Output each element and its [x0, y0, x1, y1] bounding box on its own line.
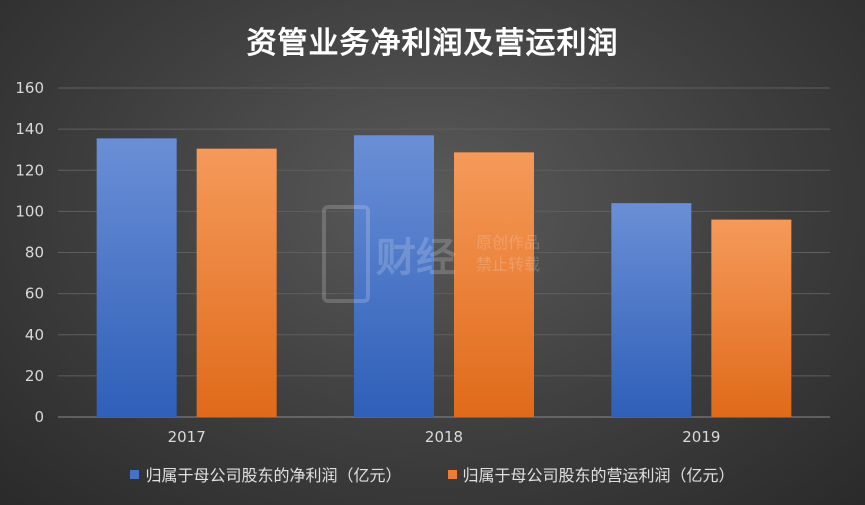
x-category-label: 2017: [168, 428, 206, 446]
gridlines: [58, 87, 830, 418]
chart-title: 资管业务净利润及营运利润: [246, 26, 619, 61]
legend-item-net-profit: 归属于母公司股东的净利润（亿元）: [130, 462, 402, 486]
legend-item-operating-profit: 归属于母公司股东的营运利润（亿元）: [447, 462, 735, 486]
legend-swatch-orange: [447, 469, 457, 479]
y-tick-label: 160: [15, 79, 44, 97]
x-category-label: 2018: [425, 428, 463, 446]
y-tick-label: 0: [34, 408, 44, 426]
bar-2018-series-1: [454, 152, 534, 417]
y-axis-ticks: 0 20 40 60 80 100 120 140 160: [15, 79, 44, 426]
y-tick-label: 60: [25, 285, 44, 303]
y-tick-label: 20: [25, 367, 44, 385]
bar-2017-series-1: [196, 148, 277, 418]
y-tick-label: 80: [25, 244, 44, 262]
legend-swatch-blue: [130, 469, 140, 479]
bar-2019-series-0: [611, 203, 692, 417]
bar-2017-series-0: [96, 138, 177, 418]
x-axis-categories: 2017 2018 2019: [168, 428, 721, 446]
bars: [96, 135, 792, 418]
y-tick-label: 100: [15, 202, 44, 220]
y-tick-label: 140: [15, 120, 44, 138]
legend-label: 归属于母公司股东的净利润（亿元）: [145, 466, 402, 485]
x-category-label: 2019: [682, 428, 720, 446]
legend: 归属于母公司股东的净利润（亿元） 归属于母公司股东的营运利润（亿元）: [0, 462, 865, 486]
y-tick-label: 40: [25, 326, 44, 344]
bar-2018-series-0: [354, 135, 434, 417]
y-tick-label: 120: [15, 161, 44, 179]
legend-label: 归属于母公司股东的营运利润（亿元）: [462, 466, 735, 485]
bar-2019-series-1: [711, 219, 792, 417]
